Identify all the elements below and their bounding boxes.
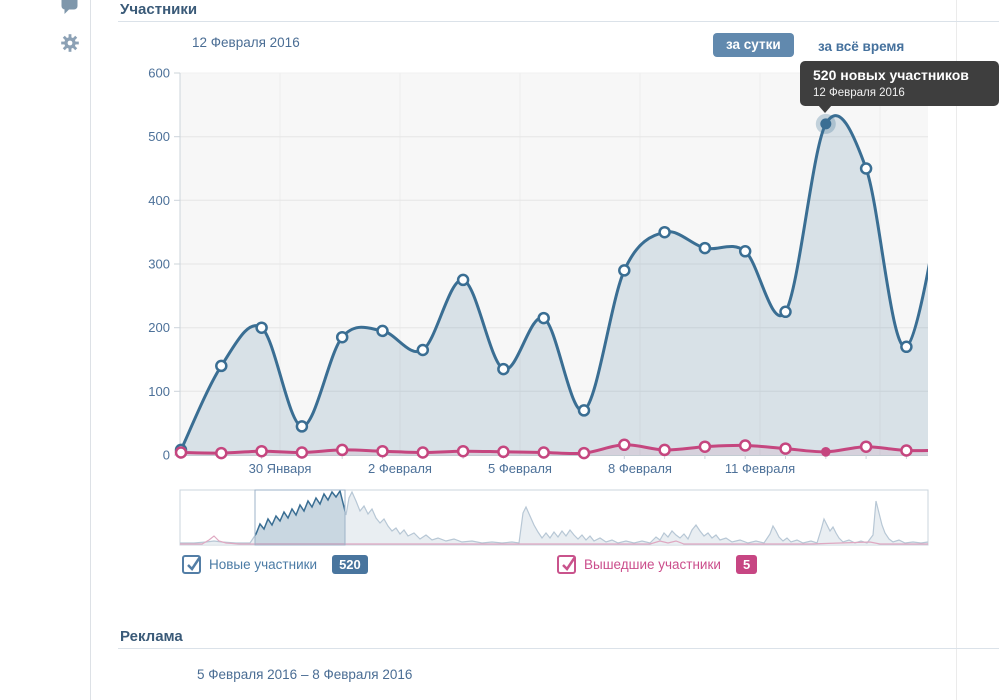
data-point[interactable] — [497, 362, 510, 376]
data-point[interactable] — [537, 446, 550, 459]
checkmark-icon — [187, 556, 202, 571]
hovered-date-label: 12 Февраля 2016 — [192, 35, 300, 50]
y-axis-label: 400 — [148, 193, 170, 208]
exited-members-label: Вышедшие участники — [584, 557, 721, 572]
data-point[interactable] — [376, 444, 389, 458]
x-axis-label: 2 Февраля — [368, 461, 432, 476]
data-point[interactable] — [537, 311, 550, 325]
navigator-exits-series — [180, 535, 928, 545]
data-point[interactable] — [456, 273, 470, 287]
data-point[interactable] — [658, 443, 671, 457]
ads-section-title: Реклама — [120, 628, 183, 645]
period-all-time-link[interactable]: за всё время — [818, 39, 905, 54]
data-point[interactable] — [779, 305, 792, 319]
data-point[interactable] — [295, 446, 309, 459]
y-axis-label: 200 — [148, 320, 170, 335]
data-point[interactable] — [335, 330, 349, 344]
data-point[interactable] — [376, 324, 389, 338]
data-point[interactable] — [255, 444, 268, 458]
members-section-header: Участники — [118, 0, 999, 22]
data-point[interactable] — [698, 241, 712, 255]
new-members-count-badge: 520 — [332, 555, 368, 574]
legend-item-exited-members: Вышедшие участники 5 — [557, 555, 758, 574]
data-point[interactable] — [658, 225, 671, 239]
new-members-checkbox[interactable] — [182, 555, 202, 574]
x-axis-label: 30 Января — [249, 461, 312, 476]
data-point[interactable] — [416, 446, 430, 459]
data-point[interactable] — [416, 343, 430, 357]
data-point[interactable] — [738, 439, 752, 452]
data-point[interactable] — [577, 404, 591, 417]
data-point[interactable] — [577, 446, 591, 460]
data-point[interactable] — [618, 438, 631, 452]
navigator[interactable] — [179, 489, 929, 546]
data-point[interactable] — [497, 445, 510, 459]
members-section-title: Участники — [120, 1, 198, 18]
exited-members-count-badge: 5 — [735, 555, 758, 574]
period-day-button[interactable]: за сутки — [713, 33, 794, 57]
data-point[interactable] — [738, 245, 752, 258]
y-axis-label: 0 — [163, 448, 170, 463]
left-column-divider — [90, 0, 91, 700]
y-axis-label: 600 — [148, 66, 170, 81]
data-point[interactable] — [900, 444, 913, 457]
x-axis-label: 5 Февраля — [488, 461, 552, 476]
checkmark-icon — [562, 556, 577, 571]
ads-date-range: 5 Февраля 2016 – 8 Февраля 2016 — [197, 667, 413, 682]
ads-section-header: Реклама — [118, 627, 999, 649]
highlighted-point[interactable] — [820, 118, 832, 130]
y-axis-label: 500 — [148, 129, 170, 144]
data-point[interactable] — [698, 440, 712, 453]
data-point[interactable] — [618, 264, 631, 277]
navigator-window[interactable] — [254, 489, 346, 546]
x-axis-label: 8 Февраля — [608, 461, 672, 476]
data-point[interactable] — [335, 443, 349, 457]
y-axis-label: 300 — [148, 257, 170, 272]
data-point[interactable] — [174, 446, 188, 459]
data-point[interactable] — [859, 440, 873, 453]
exited-members-checkbox[interactable] — [557, 555, 577, 574]
x-axis-label: 11 Февраля — [725, 461, 795, 476]
data-point[interactable] — [215, 359, 228, 373]
new-members-label: Новые участники — [209, 557, 318, 572]
comment-icon[interactable] — [61, 0, 78, 20]
members-chart[interactable]: 0 100 200 300 400 500 600 30 Января 2 Февраля 5 Ф… — [110, 60, 1000, 570]
data-point[interactable] — [779, 442, 792, 455]
data-point[interactable] — [215, 446, 228, 460]
y-axis-label: 100 — [148, 384, 170, 399]
highlighted-point[interactable] — [821, 447, 831, 457]
data-point[interactable] — [456, 444, 470, 458]
right-column-divider — [956, 0, 957, 700]
gear-icon[interactable] — [61, 34, 79, 57]
data-point[interactable] — [255, 321, 268, 334]
data-point[interactable] — [295, 420, 309, 433]
data-point[interactable] — [900, 340, 913, 354]
data-point[interactable] — [859, 162, 873, 175]
legend-item-new-members: Новые участники 520 — [182, 555, 368, 574]
new-members-series-area — [181, 115, 928, 455]
